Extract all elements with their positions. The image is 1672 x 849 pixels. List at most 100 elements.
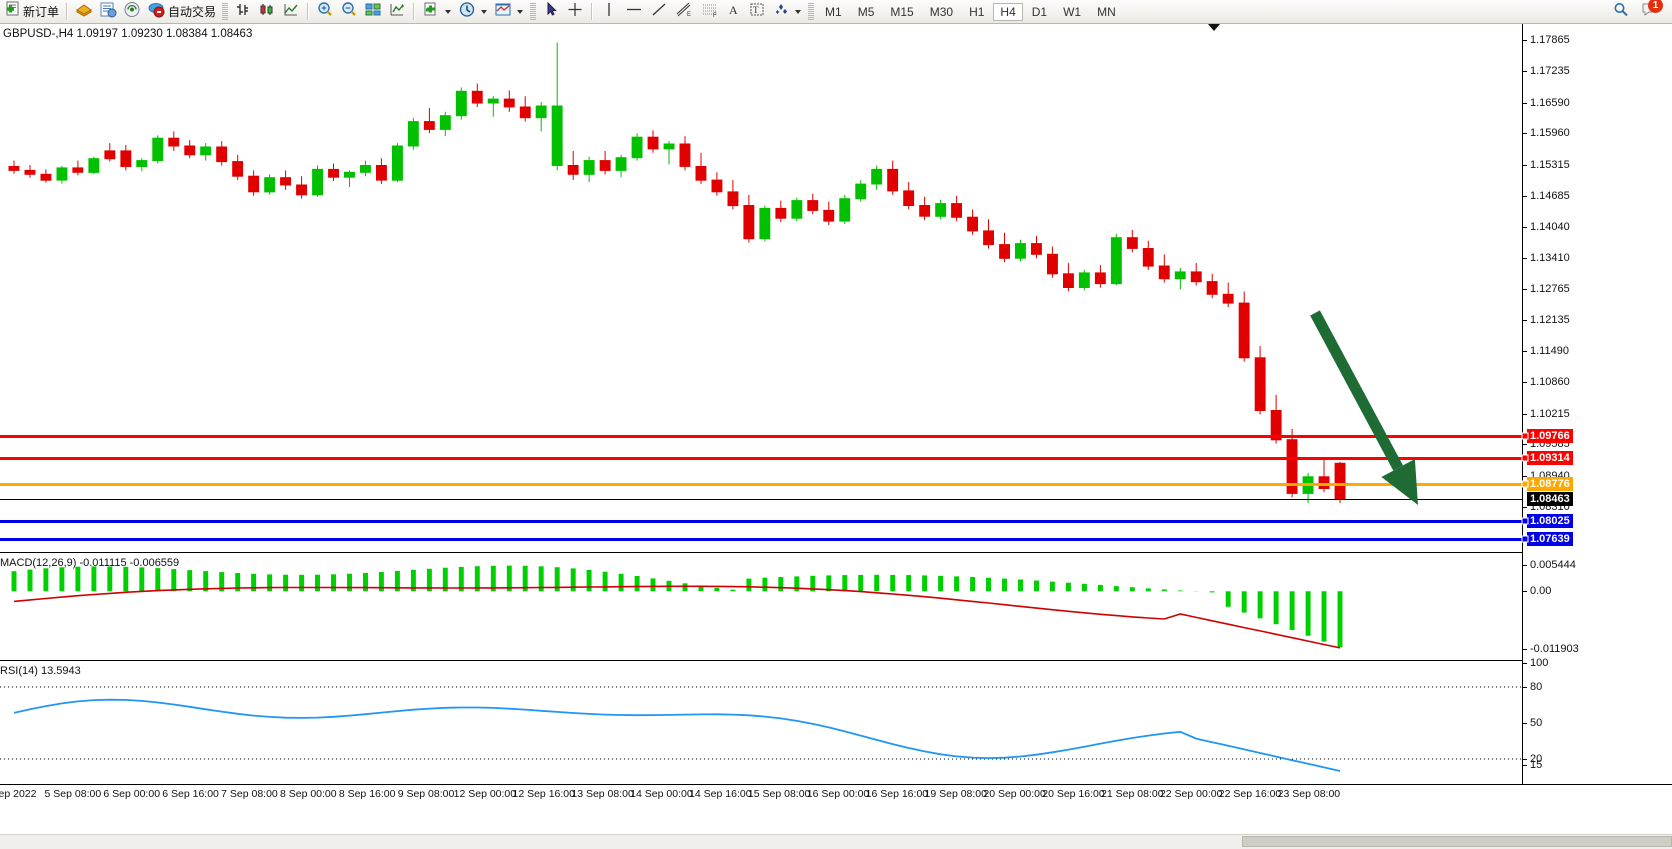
pane-separator-1 bbox=[0, 552, 1522, 553]
zoom-in-button[interactable] bbox=[313, 1, 337, 23]
notification-icon[interactable]: 1 bbox=[1640, 0, 1663, 23]
shapes-icon bbox=[772, 1, 790, 23]
shapes-button[interactable] bbox=[769, 1, 793, 23]
down-trend-arrow[interactable] bbox=[0, 24, 1522, 551]
svg-text:E: E bbox=[687, 12, 691, 18]
bar-chart-button[interactable] bbox=[231, 1, 255, 23]
macd-tick-label: 0.00 bbox=[1530, 585, 1552, 598]
stop-line-2[interactable] bbox=[0, 538, 1522, 542]
crosshair-button[interactable] bbox=[563, 1, 587, 23]
shapes-chevron-down-icon[interactable] bbox=[795, 9, 802, 14]
textlabel-button[interactable]: T bbox=[745, 1, 769, 23]
data-window-button[interactable] bbox=[96, 1, 120, 23]
timeframe-h1-button[interactable]: H1 bbox=[969, 4, 985, 19]
stop-line-1[interactable] bbox=[0, 519, 1522, 523]
signal-button[interactable] bbox=[120, 1, 144, 23]
stop-line-2-price-tag[interactable]: 1.07639 bbox=[1527, 532, 1573, 547]
entry-line-price-tag[interactable]: 1.08776 bbox=[1527, 476, 1573, 491]
time-axis-label: 6 Sep 00:00 bbox=[103, 788, 161, 800]
entry-line-handle[interactable] bbox=[1521, 480, 1529, 488]
current-price-line-price-tag[interactable]: 1.08463 bbox=[1527, 492, 1573, 507]
stop-line-2-handle[interactable] bbox=[1521, 535, 1529, 543]
expert-advisor-button[interactable] bbox=[72, 1, 96, 23]
line-chart-button[interactable] bbox=[279, 1, 303, 23]
objects-button[interactable] bbox=[491, 1, 515, 23]
price-candles bbox=[8, 42, 1346, 504]
pane-separator-2 bbox=[0, 660, 1522, 661]
toolbar-grip-2[interactable] bbox=[530, 3, 537, 20]
new-order-button[interactable]: 新订单 bbox=[0, 1, 62, 23]
macd-tick-label: 0.005444 bbox=[1530, 558, 1576, 571]
price-axis[interactable]: 1.17865 1.17235 1.16590 1.15960 1.15315 1.146… bbox=[1521, 24, 1672, 784]
zoom-in-icon bbox=[316, 1, 334, 23]
trendline-button[interactable] bbox=[647, 1, 671, 23]
price-pane[interactable]: GBPUSD-,H4 1.09197 1.09230 1.08384 1.084… bbox=[0, 24, 1522, 551]
time-axis-label: 20 Sep 00:00 bbox=[983, 788, 1046, 800]
time-axis-label: 16 Sep 00:00 bbox=[806, 788, 870, 800]
toolbar-divider bbox=[66, 3, 69, 20]
candlestick-chart-button[interactable] bbox=[255, 1, 279, 23]
timeframe-w1-button[interactable]: W1 bbox=[1063, 4, 1082, 19]
equidistant-channel-button[interactable]: E bbox=[671, 1, 697, 23]
periods-button[interactable] bbox=[455, 1, 479, 23]
time-axis-label: 19 Sep 08:00 bbox=[924, 788, 987, 800]
entry-line[interactable] bbox=[0, 482, 1522, 486]
templates-chevron-down-icon[interactable] bbox=[445, 9, 452, 14]
take-profit-line-1-handle[interactable] bbox=[1521, 432, 1529, 440]
text-icon: A bbox=[726, 1, 742, 23]
data-window-icon bbox=[99, 1, 117, 23]
toolbar-divider-4 bbox=[591, 3, 594, 20]
objects-chevron-down-icon[interactable] bbox=[517, 9, 524, 14]
price-tick bbox=[1523, 257, 1527, 259]
fibonacci-button[interactable]: F bbox=[697, 1, 723, 23]
take-profit-line-2[interactable] bbox=[0, 456, 1522, 460]
tile-windows-button[interactable] bbox=[361, 1, 385, 23]
search-icon[interactable] bbox=[1612, 1, 1630, 23]
hline-button[interactable] bbox=[621, 1, 647, 23]
current-price-line[interactable] bbox=[0, 499, 1522, 501]
timeframe-m15-button[interactable]: M15 bbox=[890, 4, 914, 19]
horizontal-scrollbar[interactable] bbox=[0, 834, 1672, 849]
indicators-button[interactable] bbox=[385, 1, 409, 23]
vline-button[interactable] bbox=[597, 1, 621, 23]
auto-trade-icon bbox=[147, 1, 165, 23]
trendline-icon bbox=[650, 1, 668, 23]
auto-trade-button[interactable]: 自动交易 bbox=[144, 1, 219, 23]
toolbar-grip-3[interactable] bbox=[808, 3, 815, 20]
scrollbar-thumb[interactable] bbox=[1242, 836, 1672, 847]
price-tick bbox=[1523, 226, 1527, 228]
macd-tick bbox=[1523, 564, 1527, 566]
price-tick-label: 1.14685 bbox=[1530, 189, 1570, 202]
macd-pane[interactable]: MACD(12,26,9) -0.011115 -0.006559 bbox=[0, 555, 1522, 659]
rsi-tick-label: 80 bbox=[1530, 681, 1543, 693]
stop-line-1-price-tag[interactable]: 1.08025 bbox=[1527, 513, 1573, 528]
rsi-pane[interactable]: RSI(14) 13.5943 bbox=[0, 663, 1522, 783]
fibonacci-icon: F bbox=[700, 1, 720, 23]
timeframe-mn-button[interactable]: MN bbox=[1097, 4, 1116, 19]
time-axis-label: 8 Sep 16:00 bbox=[338, 788, 396, 800]
timeframe-m30-button[interactable]: M30 bbox=[929, 4, 954, 19]
timeframe-d1-button[interactable]: D1 bbox=[1031, 4, 1048, 19]
timeframe-m1-button[interactable]: M1 bbox=[825, 4, 842, 19]
templates-button[interactable] bbox=[419, 1, 443, 23]
chart-area[interactable]: GBPUSD-,H4 1.09197 1.09230 1.08384 1.084… bbox=[0, 24, 1672, 849]
macd-tick-label: -0.011903 bbox=[1530, 642, 1579, 655]
time-axis-label: 20 Sep 16:00 bbox=[1042, 788, 1105, 800]
text-button[interactable]: A bbox=[723, 1, 745, 23]
time-axis-label: 12 Sep 00:00 bbox=[453, 788, 517, 800]
take-profit-line-1[interactable] bbox=[0, 434, 1522, 438]
cursor-button[interactable] bbox=[539, 1, 563, 23]
timeframe-h4-button[interactable]: H4 bbox=[993, 2, 1023, 21]
take-profit-line-1-price-tag[interactable]: 1.09766 bbox=[1527, 428, 1573, 443]
take-profit-line-2-price-tag[interactable]: 1.09314 bbox=[1527, 450, 1573, 465]
bar-chart-icon bbox=[234, 1, 252, 23]
toolbar-grip[interactable] bbox=[222, 3, 229, 20]
timeframe-m5-button[interactable]: M5 bbox=[857, 4, 875, 19]
time-axis-label: 15 Sep 08:00 bbox=[747, 788, 811, 800]
time-axis[interactable]: Sep 2022 5 Sep 08:006 Sep 00:006 Sep 16:0… bbox=[0, 784, 1672, 807]
take-profit-line-2-handle[interactable] bbox=[1521, 454, 1529, 462]
zoom-out-button[interactable] bbox=[337, 1, 361, 23]
periods-chevron-down-icon[interactable] bbox=[481, 9, 488, 14]
stop-line-1-handle[interactable] bbox=[1521, 517, 1529, 524]
price-tick-label: 1.15960 bbox=[1530, 127, 1570, 140]
